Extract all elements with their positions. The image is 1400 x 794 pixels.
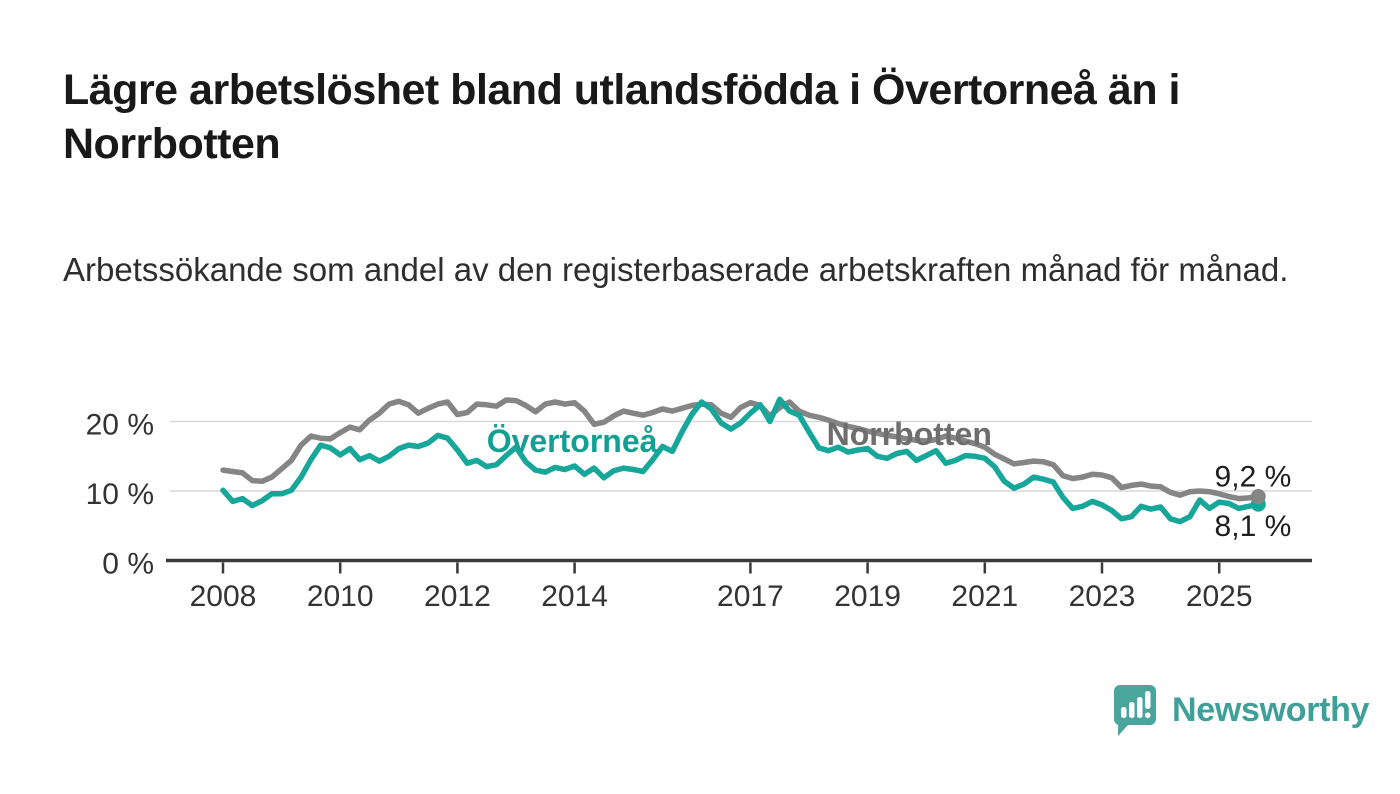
page-title: Lägre arbetslöshet bland utlandsfödda i … [63,66,1181,168]
bar-1 [1121,707,1127,718]
series-line-övertorneå [220,396,1262,525]
speech-bubble-bar-chart-icon [1113,685,1156,736]
bar-2 [1129,702,1135,718]
y-axis-tick-label-0: 0 % [102,548,154,581]
branding: Newsworthy [1112,682,1392,738]
end-value-label-övertorneå: 8,1 % [1215,510,1292,543]
x-axis-tick-label-2010: 2010 [307,580,374,613]
series-end-dot-norrbotten [1250,489,1266,505]
x-axis-tick-label-2019: 2019 [834,580,901,613]
x-axis-tick-label-2023: 2023 [1069,580,1136,613]
x-axis-tick-label-2025: 2025 [1186,580,1253,613]
x-axis-tick-label-2012: 2012 [424,580,491,613]
x-axis-tick-label-2008: 2008 [190,580,257,613]
exclamation-dot [1145,712,1151,718]
y-axis-tick-label-20: 20 % [86,409,154,442]
exclamation-bar [1145,691,1151,709]
chart-subtitle: Arbetssökande som andel av den registerb… [63,251,1289,288]
bar-3 [1137,697,1143,718]
end-value-label-norrbotten: 9,2 % [1215,461,1292,494]
series-label-norrbotten: Norrbotten [827,416,992,452]
series-line-norrbotten [220,397,1262,502]
x-axis-tick-label-2021: 2021 [951,580,1018,613]
brand-wordmark: Newsworthy [1172,690,1370,729]
series-label-övertorneå: Övertorneå [487,423,658,459]
y-axis-tick-label-10: 10 % [86,478,154,511]
x-axis-tick-label-2017: 2017 [717,580,784,613]
x-axis-tick-label-2014: 2014 [541,580,608,613]
